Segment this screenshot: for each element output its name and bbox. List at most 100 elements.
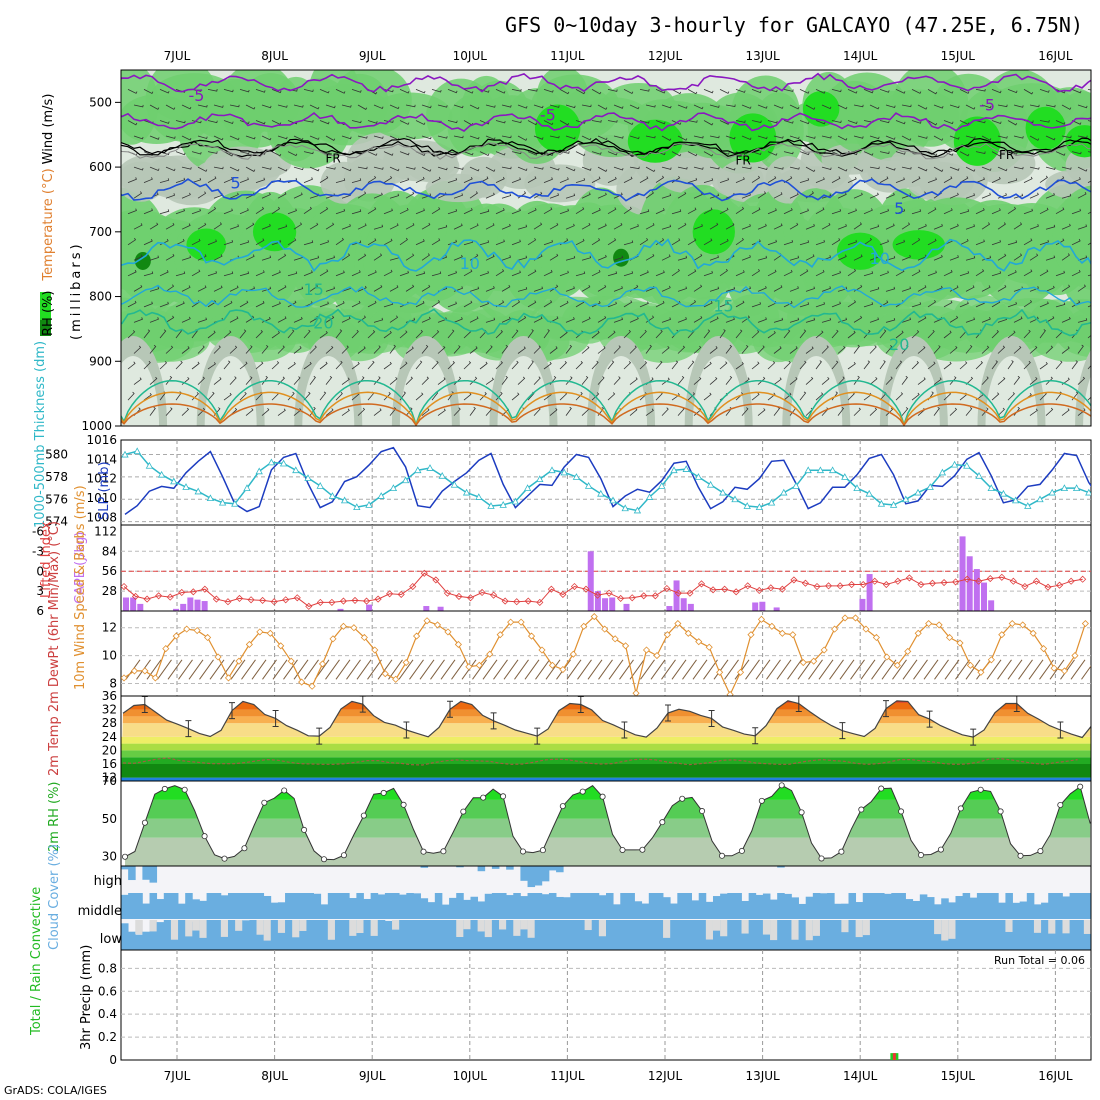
wind-barb (287, 329, 295, 339)
wind-barb (149, 135, 160, 140)
wind-barb (949, 166, 960, 171)
cloud-gap (941, 920, 949, 941)
rh-point (758, 797, 765, 804)
wind-barb (687, 207, 697, 215)
cloud-bar (691, 900, 700, 919)
wind-barb (863, 208, 873, 215)
wind-barb (1029, 253, 1039, 261)
wind-barb (581, 222, 591, 230)
wind-barb (997, 345, 1006, 354)
thickness-point (987, 484, 995, 491)
rh-point (500, 793, 507, 800)
cloud-bar (1076, 920, 1085, 950)
wind-barb-10m (997, 659, 1012, 680)
day-label-top: 9JUL (359, 49, 386, 63)
wind-barb (367, 120, 378, 124)
cloud-bar (463, 920, 471, 950)
pressure-tick-label: 1000 (81, 419, 112, 433)
wind-barb (767, 176, 777, 183)
wind-barb (479, 240, 490, 246)
wind-barb (773, 135, 784, 139)
wind-barb (191, 238, 201, 246)
wind-barb (325, 166, 336, 170)
cloud-bar (684, 920, 692, 950)
wind-barb (783, 392, 792, 401)
wind-barb (965, 317, 976, 323)
wind-barb (405, 135, 416, 140)
wind-barb (133, 284, 143, 292)
li-point (605, 589, 613, 597)
wind-barb (133, 345, 142, 354)
wind-barb (511, 360, 519, 370)
ylabel-cape: CAPE (J/kg) (73, 532, 88, 604)
wind-barb (191, 208, 202, 215)
cloud-bar (534, 920, 543, 950)
cloud-bar (912, 920, 921, 950)
wind-barb (703, 361, 712, 370)
wind-barb (671, 238, 681, 246)
cloud-bar (413, 893, 421, 919)
cloud-bar (1076, 893, 1085, 919)
wind-barb-10m (871, 659, 886, 680)
wind-barb (847, 268, 857, 277)
cloud-bar (798, 920, 807, 950)
wind-barb (421, 316, 431, 323)
wind-barb (357, 104, 368, 110)
cloud-bar (841, 920, 849, 950)
temperature-series (122, 696, 1091, 766)
wind-speed-point (245, 640, 253, 649)
wind-barb (463, 300, 473, 308)
wind-speed-point (663, 631, 671, 639)
thickness-point (902, 495, 910, 503)
li-point (201, 585, 209, 593)
cloud-gap (149, 920, 158, 932)
wind-barb (895, 89, 906, 94)
wind-barb (607, 89, 618, 92)
wind-barb (431, 89, 442, 93)
wind-barb (991, 360, 998, 370)
wind-barb (789, 255, 800, 261)
cloud-gap (135, 920, 143, 935)
wind-barb (373, 284, 383, 292)
wind-barb (677, 135, 688, 141)
li-point (420, 569, 428, 577)
wind-speed-point (224, 674, 233, 682)
cloud-bar (584, 920, 593, 950)
wind-barb (783, 300, 793, 308)
wind-barb (431, 238, 441, 246)
wind-barb (709, 104, 720, 108)
wind-barb (303, 151, 314, 155)
wind-barb-10m (335, 659, 351, 680)
wind-barb (223, 151, 234, 157)
wind-barb (1039, 120, 1050, 123)
cloud-gap (770, 920, 778, 941)
cloud-bar (534, 893, 543, 919)
wind-barb (661, 407, 669, 416)
wind-barb (181, 316, 191, 323)
wind-barb (613, 222, 623, 230)
wind-barb (895, 177, 905, 183)
wind-barb (453, 223, 463, 230)
rh-point (201, 833, 208, 840)
wind-barb (527, 176, 537, 183)
wind-barb (613, 255, 624, 261)
wind-barb (837, 345, 846, 354)
wind-barb (383, 238, 393, 246)
cloud-bar (777, 866, 785, 868)
temp-tick-label: 36 (102, 689, 117, 703)
cloud-gap (1083, 920, 1091, 934)
cloud-bar (784, 920, 792, 950)
thickness-point (853, 484, 861, 491)
cloud-bar (762, 893, 771, 919)
temp-minmax-bar (665, 704, 671, 722)
wind-barb (959, 301, 969, 308)
wind-barb (1077, 376, 1086, 385)
wind-speed-point (121, 674, 128, 682)
wind-barb-10m (503, 659, 519, 680)
wind-barb (1094, 105, 1100, 109)
wind-barb (757, 317, 767, 323)
wind-barb (319, 239, 329, 246)
wind-barb (255, 120, 266, 125)
wind-speed-point (371, 646, 379, 654)
wind-barb (879, 360, 886, 370)
